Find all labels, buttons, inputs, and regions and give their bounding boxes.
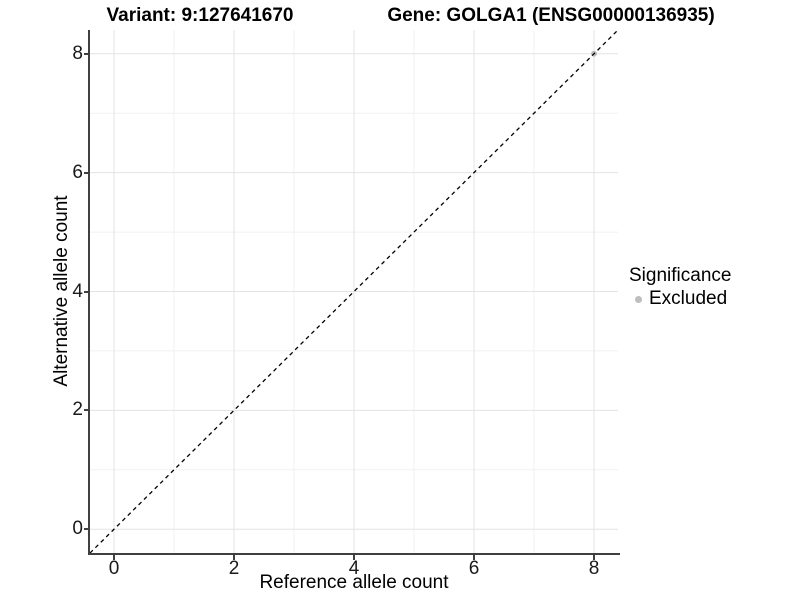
x-tick-label: 8 bbox=[588, 558, 600, 579]
y-tick-label: 6 bbox=[72, 161, 83, 183]
gene-title: Gene: GOLGA1 (ENSG00000136935) bbox=[387, 5, 715, 26]
legend-item-label: Excluded bbox=[649, 288, 728, 309]
x-tick-mark bbox=[353, 555, 355, 560]
y-tick-mark bbox=[84, 171, 89, 174]
x-tick-label: 4 bbox=[348, 558, 360, 579]
legend-title: Significance bbox=[629, 265, 732, 286]
y-tick-mark bbox=[84, 528, 89, 531]
y-axis-title: Alternative allele count bbox=[51, 195, 72, 387]
y-tick-mark bbox=[84, 290, 89, 293]
variant-title: Variant: 9:127641670 bbox=[106, 5, 294, 26]
plot-panel bbox=[90, 30, 618, 553]
legend-item-excluded: Excluded bbox=[627, 288, 731, 310]
x-tick-mark bbox=[113, 555, 115, 560]
y-tick-label: 0 bbox=[72, 518, 83, 540]
y-tick-label: 2 bbox=[72, 399, 83, 421]
x-tick-label: 0 bbox=[108, 558, 120, 579]
identity-dashed-line bbox=[90, 30, 618, 553]
x-tick-label: 2 bbox=[228, 558, 240, 579]
x-tick-mark bbox=[473, 555, 475, 560]
x-tick-label: 6 bbox=[468, 558, 480, 579]
x-axis-line bbox=[88, 553, 620, 555]
y-tick-mark bbox=[84, 409, 89, 412]
excluded-point-icon bbox=[635, 295, 642, 303]
x-tick-mark bbox=[593, 555, 595, 560]
y-tick-label: 4 bbox=[72, 280, 83, 302]
x-tick-mark bbox=[233, 555, 235, 560]
y-tick-label: 8 bbox=[72, 42, 83, 64]
y-tick-mark bbox=[84, 52, 89, 55]
plot-canvas bbox=[90, 30, 618, 553]
y-axis-line bbox=[88, 30, 90, 555]
x-axis-title: Reference allele count bbox=[259, 572, 449, 593]
legend: Significance Excluded bbox=[627, 265, 731, 310]
